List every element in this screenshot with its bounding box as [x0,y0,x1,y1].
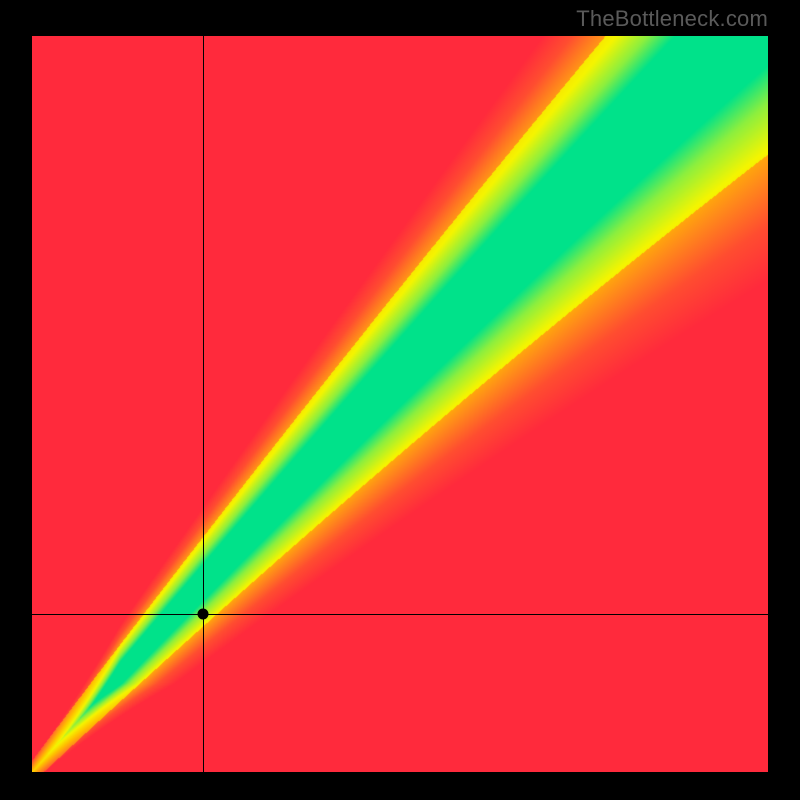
selection-marker[interactable] [197,609,208,620]
watermark-text: TheBottleneck.com [576,6,768,32]
heatmap-canvas [32,36,768,772]
crosshair-horizontal-line [32,614,768,615]
crosshair-vertical-line [203,36,204,772]
chart-container: TheBottleneck.com [0,0,800,800]
plot-area [32,36,768,772]
